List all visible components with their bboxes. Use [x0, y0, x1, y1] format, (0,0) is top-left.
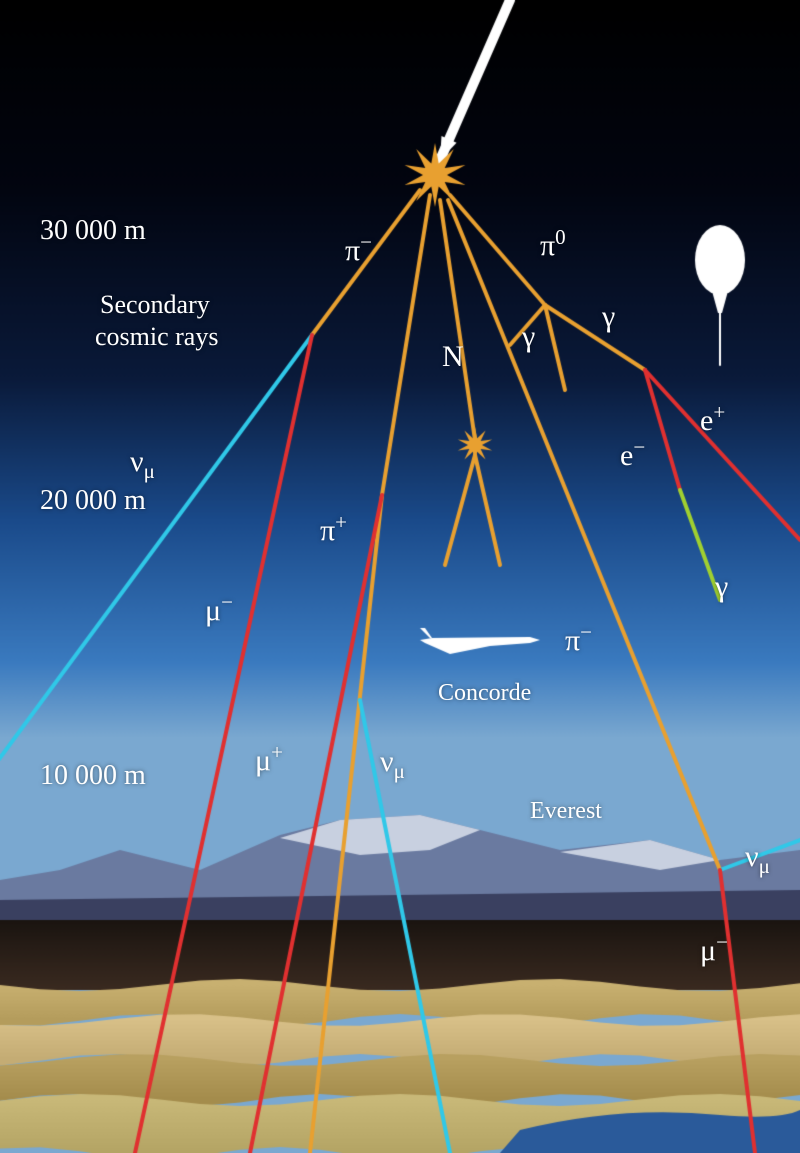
particle-label-8: π+: [320, 510, 347, 548]
particle-label-13: νμ: [380, 745, 405, 784]
altitude-label-2: 10 000 m: [40, 760, 146, 792]
particle-label-4: N: [442, 340, 464, 374]
particle-label-5: νμ: [130, 445, 155, 484]
particle-label-3: γ: [602, 300, 615, 334]
altitude-label-0: 30 000 m: [40, 215, 146, 247]
text-label-3: Everest: [530, 798, 602, 825]
particle-label-10: μ−: [205, 590, 233, 628]
altitude-label-1: 20 000 m: [40, 485, 146, 517]
text-label-0: Secondary: [100, 290, 210, 320]
particle-label-2: γ: [522, 320, 535, 354]
particle-label-0: π−: [345, 230, 372, 268]
particle-label-12: μ+: [255, 740, 283, 778]
particle-label-14: νμ: [745, 840, 770, 879]
particle-label-1: π0: [540, 225, 566, 263]
particle-label-11: π−: [565, 620, 592, 658]
particle-label-6: e−: [620, 435, 645, 473]
particle-label-15: μ−: [700, 930, 728, 968]
cosmic-ray-diagram: [0, 0, 800, 1153]
text-label-2: Concorde: [438, 680, 531, 707]
particle-label-7: e+: [700, 400, 725, 438]
particle-label-9: γ: [715, 570, 728, 604]
text-label-1: cosmic rays: [95, 322, 218, 352]
